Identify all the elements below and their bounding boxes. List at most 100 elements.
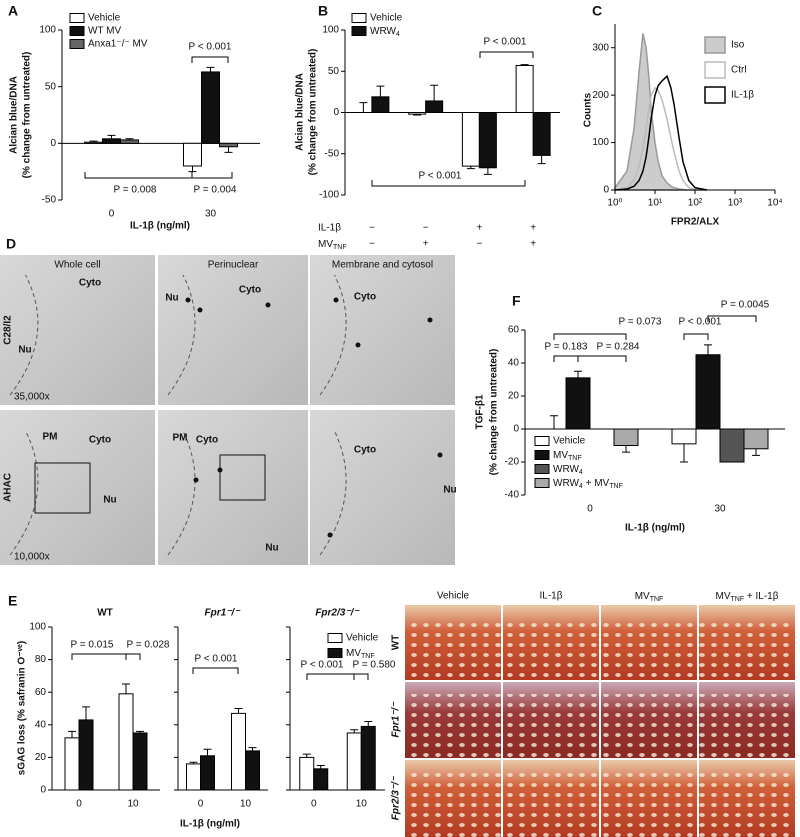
chondrocytes	[601, 694, 697, 758]
chart-title: WT	[97, 608, 113, 619]
bar	[78, 719, 94, 791]
membrane-outline	[9, 430, 39, 556]
text-part: TNF	[731, 596, 745, 603]
structure-label: Nu	[103, 495, 116, 506]
bar	[515, 64, 534, 113]
gold-particle	[185, 297, 191, 303]
chondrocytes	[503, 617, 599, 680]
y-axis-label: (% change from untreated)	[489, 349, 500, 476]
legend-label: Iso	[731, 40, 745, 51]
bar	[64, 737, 80, 791]
text-part: WRW	[553, 478, 579, 489]
structure-label: Nu	[165, 293, 178, 304]
condition-value: +	[530, 223, 536, 234]
y-axis-label: Alcian blue/DNA	[9, 76, 20, 154]
magnification: 10,000x	[14, 552, 50, 563]
text-part: TNF	[568, 455, 582, 462]
bar	[245, 750, 260, 791]
x-tick-label: 10¹	[648, 198, 663, 209]
structure-label: PM	[43, 432, 58, 443]
p-value: P < 0.001	[189, 42, 232, 53]
error-bar	[430, 84, 439, 101]
bar	[532, 112, 551, 156]
x-axis-label: IL-1β (ng/ml)	[130, 221, 190, 232]
structure-label: Cyto	[89, 435, 111, 446]
histogram-line	[614, 74, 708, 191]
x-axis-label: IL-1β (ng/ml)	[625, 523, 685, 534]
legend-swatch	[327, 633, 343, 643]
error-bar	[89, 140, 98, 143]
significance-bracket	[577, 355, 627, 362]
structure-label: Nu	[265, 543, 278, 554]
y-tick-label: 50	[45, 81, 57, 92]
x-tick-label: 0	[587, 504, 593, 515]
y-tick-label: 0	[603, 185, 609, 196]
membrane-outline	[319, 430, 347, 556]
column-header: Perinuclear	[208, 260, 259, 271]
y-axis-label: (% change from untreated)	[22, 52, 33, 179]
p-value: P = 0.183	[545, 342, 588, 353]
error-bar	[520, 64, 529, 66]
zoom-box	[219, 454, 266, 501]
x-axis-label: FPR2/ALX	[671, 217, 720, 228]
bar	[118, 693, 134, 791]
significance-bracket	[191, 56, 229, 63]
panel-label: A	[8, 3, 18, 19]
error-bar	[574, 370, 582, 378]
text-part: MV	[553, 450, 568, 461]
column-header: MVTNF + IL-1β	[716, 591, 779, 604]
text-part: 4	[579, 469, 583, 476]
x-axis-label: IL-1β (ng/ml)	[180, 819, 240, 830]
error-bar	[248, 747, 257, 751]
error-bar	[203, 748, 212, 756]
bar	[299, 756, 315, 791]
legend-label: Vehicle	[88, 13, 121, 24]
y-tick-label: 60	[35, 687, 47, 698]
row-label: Fpr1⁻/⁻	[391, 701, 402, 738]
y-axis-label: (% change from untreated)	[308, 49, 319, 176]
text-part: + IL-1β	[744, 591, 779, 602]
error-bar	[550, 415, 558, 429]
row-label: Fpr2/3⁻/⁻	[391, 775, 402, 820]
error-bar	[136, 730, 144, 733]
chart-title: Fpr1⁻/⁻	[204, 608, 241, 619]
structure-label: Nu	[443, 485, 456, 496]
micrograph	[158, 410, 308, 565]
error-bar	[752, 448, 760, 456]
chondrocytes	[503, 694, 599, 758]
significance-bracket	[479, 51, 534, 58]
magnification: 35,000x	[14, 392, 50, 403]
x-tick-label: 0	[109, 209, 115, 220]
chondrocytes	[601, 772, 697, 837]
y-tick-label: 60	[508, 325, 520, 336]
y-tick-label: 40	[508, 358, 520, 369]
bar	[346, 732, 362, 791]
bar	[371, 96, 390, 113]
legend-label: WRW4 + MVTNF	[553, 478, 623, 491]
gold-particle	[355, 342, 361, 348]
significance-bracket	[371, 180, 526, 187]
text-part: TNF	[650, 596, 664, 603]
y-axis-label: TGF-β1	[475, 394, 486, 429]
bar	[120, 139, 139, 144]
y-tick-label: 100	[322, 25, 339, 36]
text-part: MV	[346, 648, 361, 659]
p-value: P = 0.073	[619, 317, 662, 328]
legend-label: WRW4	[553, 464, 583, 477]
y-tick-label: 0	[333, 107, 339, 118]
significance-bracket	[192, 667, 239, 674]
bar	[695, 354, 721, 430]
x-tick-label: 10	[127, 799, 139, 810]
gold-particle	[327, 532, 333, 538]
legend-swatch	[704, 86, 726, 104]
x-tick-label: 10	[240, 799, 252, 810]
y-tick-label: 100	[29, 622, 46, 633]
bar	[132, 732, 148, 791]
chondrocytes	[405, 694, 501, 758]
y-tick-label: 20	[508, 391, 520, 402]
legend-swatch	[534, 450, 550, 460]
text-part: MV	[635, 591, 650, 602]
structure-label: Nu	[18, 345, 31, 356]
column-header: Whole cell	[54, 260, 100, 271]
significance-bracket	[683, 333, 709, 340]
